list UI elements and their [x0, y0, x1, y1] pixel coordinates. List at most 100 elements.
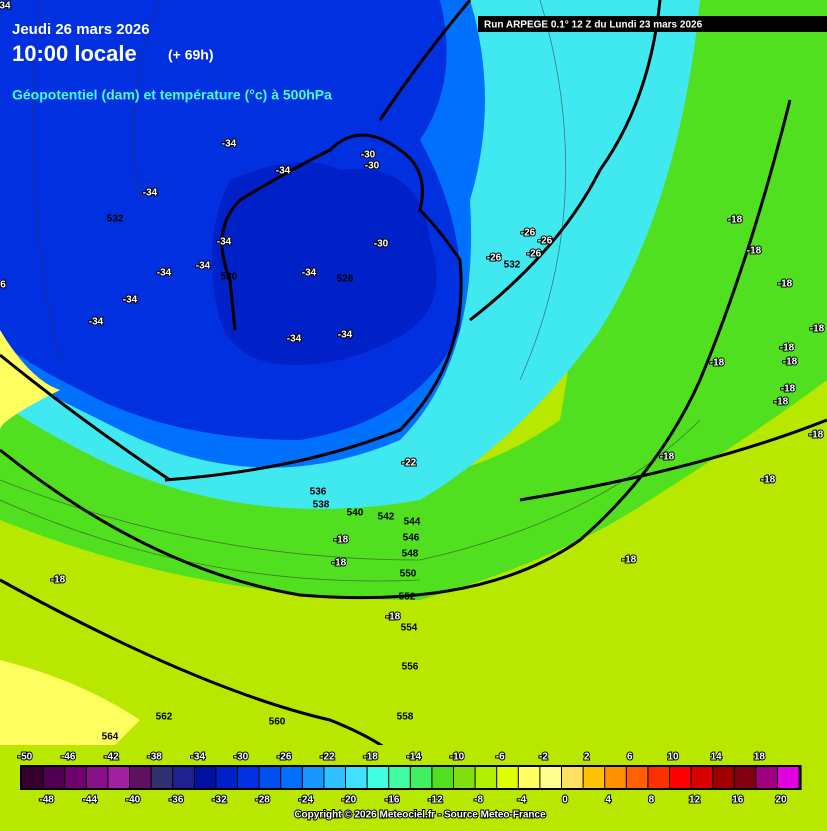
temperature-label: -18	[780, 343, 795, 354]
geopotential-label: 562	[156, 712, 173, 723]
scale-swatch	[540, 767, 561, 788]
run-label: Run ARPEGE 0.1° 12 Z du Lundi 23 mars 20…	[484, 20, 703, 31]
geopotential-label: 540	[347, 508, 364, 519]
geopotential-label: 530	[221, 272, 238, 283]
scale-swatch	[734, 767, 756, 788]
scale-swatch	[324, 767, 345, 788]
geopotential-label: 554	[401, 623, 418, 634]
temperature-label: -34	[222, 139, 237, 150]
temperature-label: 34	[0, 1, 11, 12]
temperature-label: -26	[521, 228, 536, 239]
scale-label: -30	[234, 752, 249, 763]
scale-swatch	[238, 767, 259, 788]
geopotential-label: 550	[400, 569, 417, 580]
geopotential-label: 536	[310, 487, 327, 498]
scale-label: -34	[191, 752, 206, 763]
temperature-label: -34	[196, 261, 211, 272]
geopotential-label: 532	[504, 260, 521, 271]
temperature-label: -18	[51, 575, 66, 586]
geopotential-label: 560	[269, 717, 286, 728]
scale-swatch	[583, 767, 605, 788]
scale-label: -4	[517, 795, 526, 806]
geopotential-label: 558	[397, 712, 414, 723]
temperature-label: -18	[809, 430, 824, 441]
contour-line	[0, 0, 701, 582]
scale-swatch	[86, 767, 108, 788]
scale-swatch	[216, 767, 237, 788]
temperature-label: -18	[622, 555, 637, 566]
warm-zone	[0, 330, 140, 760]
scale-swatch	[173, 767, 194, 788]
scale-label: 20	[775, 795, 787, 806]
scale-swatch	[756, 767, 777, 788]
scale-label: -16	[385, 795, 400, 806]
scale-label: -40	[126, 795, 141, 806]
scale-label: 16	[732, 795, 744, 806]
scale-label: -10	[450, 752, 465, 763]
scale-label: -22	[320, 752, 335, 763]
temperature-label: -18	[783, 357, 798, 368]
temperature-label: -18	[774, 397, 789, 408]
temperature-label: -18	[710, 358, 725, 369]
temperature-label: -34	[276, 166, 291, 177]
scale-swatch	[648, 767, 669, 788]
geopotential-label: 542	[378, 512, 395, 523]
scale-swatch	[691, 767, 713, 788]
contour-line	[378, 0, 662, 322]
temperature-label: -34	[217, 237, 232, 248]
scale-label: -48	[39, 795, 54, 806]
temperature-label: -34	[123, 295, 138, 306]
copyright: Copyright © 2026 Meteociel.fr - Source M…	[294, 810, 546, 821]
scale-label: -26	[277, 752, 292, 763]
scale-swatch	[367, 767, 389, 788]
scale-swatch	[22, 767, 43, 788]
scale-swatch	[43, 767, 65, 788]
scale-label: 14	[711, 752, 723, 763]
temperature-label: -30	[374, 239, 389, 250]
geopotential-label: 564	[102, 732, 119, 743]
scale-label: -36	[169, 795, 184, 806]
temperature-label: -18	[778, 279, 793, 290]
temperature-label: -18	[747, 246, 762, 257]
core-zone	[212, 162, 437, 365]
temperature-label: -34	[287, 334, 302, 345]
scale-swatch	[302, 767, 324, 788]
geopotential-label: 552	[399, 592, 416, 603]
scale-swatch	[410, 767, 432, 788]
scale-swatch	[432, 767, 453, 788]
scale-label: -12	[428, 795, 443, 806]
scale-label: -20	[342, 795, 357, 806]
scale-label: -14	[407, 752, 422, 763]
scale-swatch	[65, 767, 86, 788]
scale-swatch	[151, 767, 173, 788]
scale-swatch	[605, 767, 626, 788]
scale-label: -24	[299, 795, 314, 806]
scale-label: -46	[61, 752, 76, 763]
scale-label: 6	[627, 752, 633, 763]
temperature-label: -18	[660, 452, 675, 463]
date: Jeudi 26 mars 2026	[12, 21, 150, 38]
scale-label: -32	[212, 795, 227, 806]
geopotential-label: 528	[337, 274, 354, 285]
temperature-label: -34	[302, 268, 317, 279]
temperature-label: -26	[538, 236, 553, 247]
run-banner	[478, 16, 827, 32]
scale-label: 4	[605, 795, 611, 806]
temperature-label: -26	[487, 253, 502, 264]
geopotential-label: 548	[402, 549, 419, 560]
scale-label: -42	[104, 752, 119, 763]
temperature-label: -18	[332, 558, 347, 569]
scale-label: -8	[474, 795, 483, 806]
contour-line	[0, 99, 792, 600]
lead-time: (+ 69h)	[168, 47, 214, 63]
temperature-label: -26	[527, 249, 542, 260]
temperature-label: -18	[761, 475, 776, 486]
scale-label: 10	[667, 752, 679, 763]
temperature-label: -34	[157, 268, 172, 279]
scale-label: 2	[584, 752, 590, 763]
geopotential-label: 546	[403, 533, 420, 544]
scale-swatch	[475, 767, 497, 788]
temperature-label: -30	[365, 161, 380, 172]
geopotential-label: 538	[313, 500, 330, 511]
